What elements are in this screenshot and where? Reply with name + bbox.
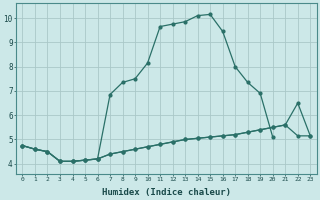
X-axis label: Humidex (Indice chaleur): Humidex (Indice chaleur) [102, 188, 231, 197]
